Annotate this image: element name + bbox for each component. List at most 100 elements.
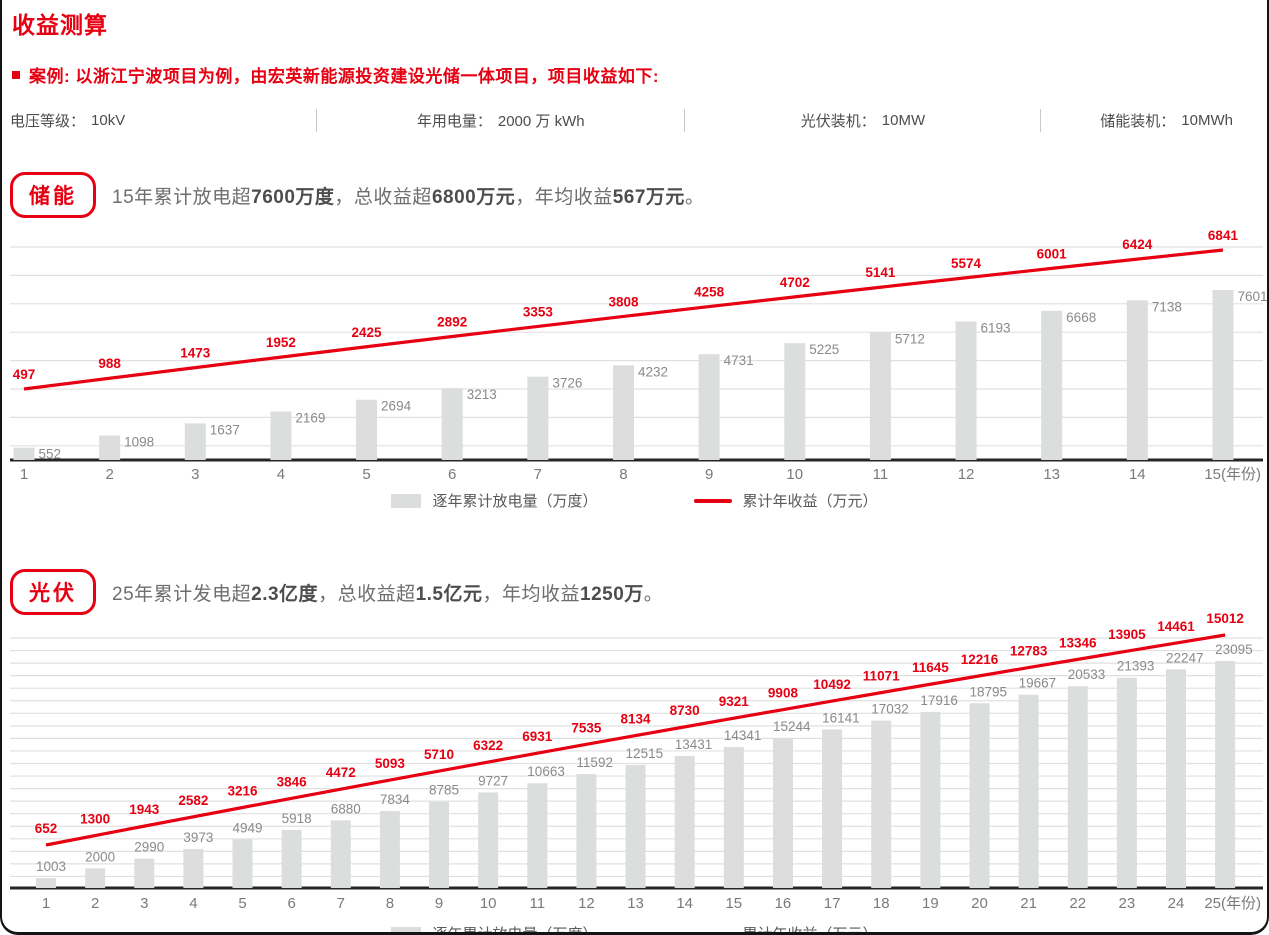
line-value-label: 12783 [1010,644,1048,659]
bar [281,829,302,888]
line-value-label: 4702 [780,275,810,290]
bar-value-label: 8785 [429,783,459,798]
line-value-label: 497 [13,367,36,382]
legend-item-bars: 逐年累计放电量（万度） [391,923,598,935]
x-axis-label: 17 [824,895,841,912]
x-axis-label: 20 [971,895,988,912]
bar-value-label: 11592 [576,755,613,770]
bar-value-label: 3973 [183,830,213,845]
line-value-label: 14461 [1157,619,1195,634]
x-axis-label: 9 [435,895,443,912]
x-axis-label: 11 [873,466,889,483]
bar-value-label: 2694 [381,399,412,414]
x-axis-label: 8 [619,466,627,483]
pv-summary-text: 25年累计发电超2.3亿度，总收益超1.5亿元，年均收益1250万。 [112,579,663,606]
bar-value-label: 9727 [478,773,508,788]
bullet-square-icon [12,70,20,79]
x-axis-label: 2 [91,895,99,912]
bar-value-label: 552 [39,447,62,462]
summary-text: ，年均收益 [482,583,581,605]
line-swatch-icon [693,931,732,932]
bar [1018,694,1039,888]
x-axis-label: 23 [1119,895,1136,912]
bar-value-label: 6880 [331,801,361,816]
bar-value-label: 7601 [1237,289,1267,304]
summary-number: 1.5亿元 [415,583,483,605]
line-swatch-icon [693,498,732,503]
bar [36,878,56,888]
summary-text: 15年累计放电超 [112,186,252,208]
param-value: 10kV [91,112,126,129]
param-value: 10MW [881,112,926,129]
bar-swatch-icon [391,926,422,932]
x-axis-label: 2 [105,466,113,483]
bar-value-label: 1637 [210,422,240,437]
bar [871,720,892,888]
bar-value-label: 5918 [282,811,312,826]
storage-chart: 552 1 1098 2 1637 3 2169 4 2694 5 3213 6 3726 7 4232 8 4… [10,228,1267,486]
x-axis-label: 9 [705,466,713,483]
param-label: 年用电量： [416,113,492,130]
bar [85,868,106,888]
line-value-label: 8730 [670,703,700,718]
x-axis-label: 15 [725,895,742,912]
line-value-label: 1300 [80,812,110,827]
bar-value-label: 3726 [552,376,582,391]
param-value: 10MWh [1181,112,1233,129]
bar-value-label: 13431 [675,737,713,752]
line-value-label: 2582 [178,793,208,808]
param-value: 2000 万 kWh [497,113,585,130]
bar-value-label: 14341 [724,728,762,743]
x-axis-label: 7 [534,466,542,483]
legend-item-bars: 逐年累计放电量（万度） [391,490,598,511]
bar-value-label: 21393 [1117,659,1155,674]
x-axis-label: 1 [20,466,28,483]
bar [698,354,720,460]
x-axis-label: 3 [191,466,199,483]
page-title: 收益测算 [12,12,108,38]
bar [1165,669,1186,888]
line-value-label: 988 [98,356,121,371]
bar-value-label: 5225 [809,342,839,357]
summary-number: 1250万 [580,583,644,605]
bar-value-label: 15244 [773,719,811,734]
line-value-label: 4258 [694,285,725,300]
bar-value-label: 17032 [871,702,909,717]
bar-value-label: 4731 [724,353,754,368]
x-axis-label: 5 [362,466,370,483]
summary-number: 567万元 [612,186,685,208]
bar [478,792,499,888]
line-value-label: 13905 [1108,627,1146,642]
line-value-label: 3846 [277,774,308,789]
x-axis-label: 12 [578,895,595,912]
line-value-label: 5141 [865,265,896,280]
bar-value-label: 6668 [1066,310,1096,325]
bar [822,729,843,888]
bar [920,711,941,888]
pv-section-header: 光伏 25年累计发电超2.3亿度，总收益超1.5亿元，年均收益1250万。 [10,569,1259,615]
x-axis-label: 6 [287,895,295,912]
bar-value-label: 18795 [969,684,1007,699]
line-value-label: 8134 [621,712,652,727]
pv-chart: 1003 1 2000 2 2990 3 3973 4 4949 5 5918 6 6880 7 7834 8… [10,611,1263,921]
x-axis-label: 18 [873,895,890,912]
pv-badge: 光伏 [10,569,96,615]
x-axis-label: 14 [676,895,693,912]
line-value-label: 6322 [473,738,503,753]
summary-number: 6800万元 [431,186,516,208]
bar [869,332,891,460]
line-value-label: 652 [35,821,58,836]
bar-value-label: 1003 [36,859,66,874]
bar-swatch-icon [391,493,422,508]
x-axis-label: 3 [140,895,148,912]
x-axis-label: 24 [1168,895,1185,912]
x-axis-label: 8 [386,895,394,912]
line-value-label: 3216 [227,784,258,799]
legend-bar-label: 逐年累计放电量（万度） [432,493,598,510]
bar-value-label: 2990 [134,840,164,855]
x-axis-label: 6 [448,466,456,483]
bar [356,399,378,460]
legend-bar-label: 逐年累计放电量（万度） [432,926,598,935]
chart-svg: 1003 1 2000 2 2990 3 3973 4 4949 5 5918 6 6880 7 7834 8… [10,611,1263,912]
trend-line [45,633,1226,847]
